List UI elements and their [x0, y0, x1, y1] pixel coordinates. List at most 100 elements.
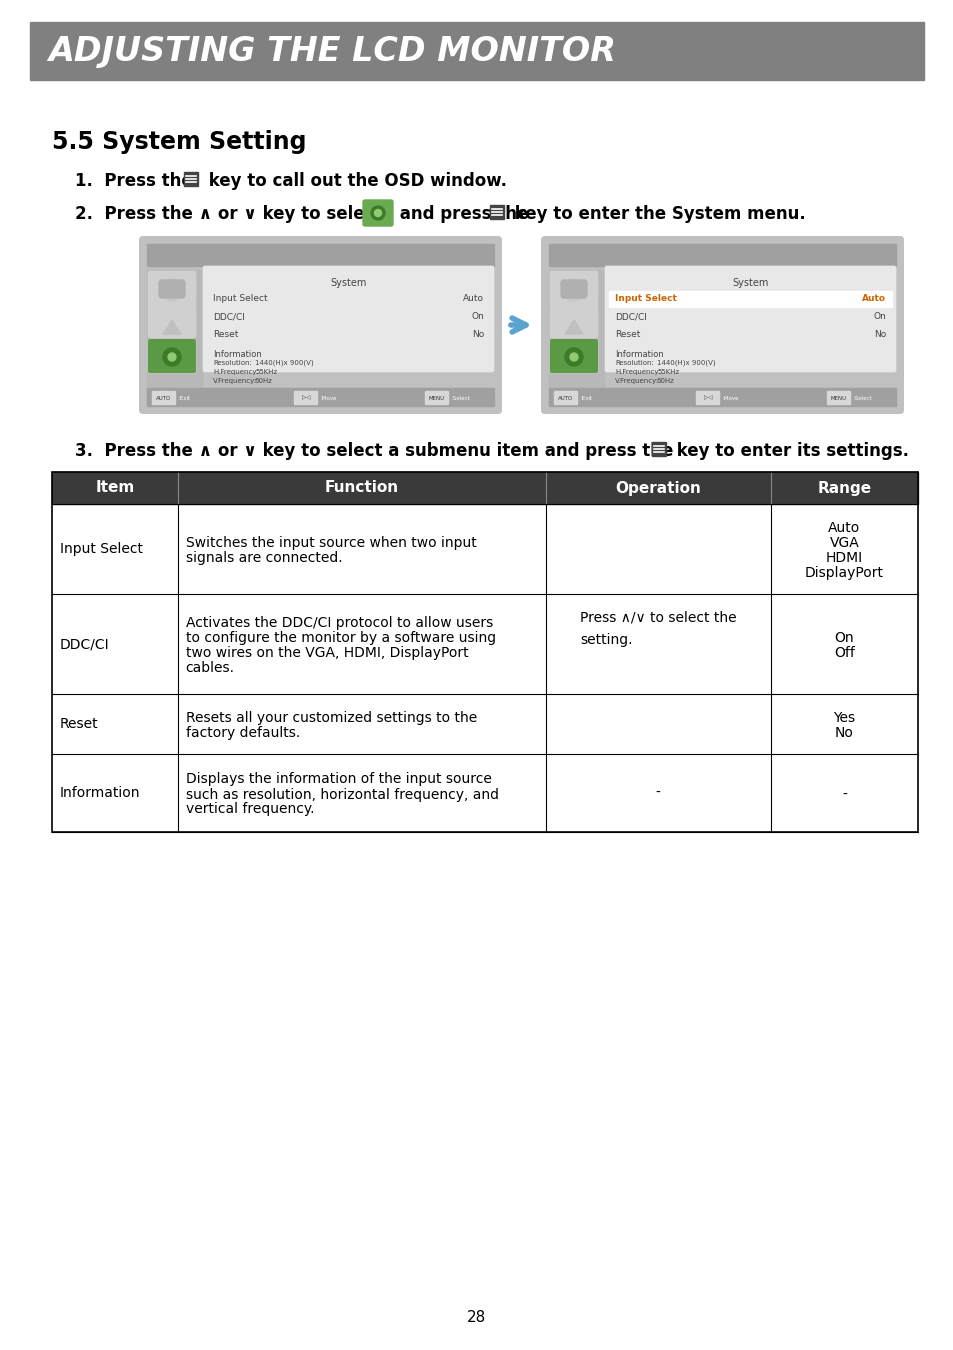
- Polygon shape: [163, 320, 181, 333]
- Text: Switches the input source when two input: Switches the input source when two input: [186, 536, 476, 549]
- Text: Function: Function: [324, 481, 398, 495]
- Text: Auto: Auto: [462, 294, 483, 302]
- Text: :Move: :Move: [319, 396, 336, 401]
- Text: Reset: Reset: [213, 329, 238, 339]
- FancyBboxPatch shape: [550, 339, 598, 373]
- Text: and press the: and press the: [394, 205, 534, 223]
- Text: H.Frequency:: H.Frequency:: [615, 369, 659, 375]
- Bar: [52, 694, 917, 755]
- Bar: [548, 244, 895, 266]
- Text: :Exit: :Exit: [579, 396, 592, 401]
- FancyBboxPatch shape: [152, 392, 175, 405]
- Text: Off: Off: [833, 647, 854, 660]
- Text: Item: Item: [95, 481, 134, 495]
- Text: key to enter the System menu.: key to enter the System menu.: [509, 205, 805, 223]
- FancyBboxPatch shape: [148, 304, 195, 338]
- FancyBboxPatch shape: [363, 200, 393, 225]
- Circle shape: [569, 352, 578, 360]
- FancyBboxPatch shape: [540, 236, 903, 414]
- Bar: [548, 387, 895, 406]
- Text: ▷◁: ▷◁: [301, 396, 310, 401]
- Text: VGA: VGA: [829, 536, 859, 549]
- FancyBboxPatch shape: [139, 236, 501, 414]
- Text: Information: Information: [213, 350, 261, 359]
- FancyBboxPatch shape: [826, 392, 850, 405]
- FancyBboxPatch shape: [550, 271, 598, 305]
- Text: Auto: Auto: [827, 521, 860, 535]
- Bar: [490, 205, 503, 219]
- Text: Resets all your customized settings to the: Resets all your customized settings to t…: [186, 711, 476, 725]
- FancyBboxPatch shape: [203, 266, 494, 373]
- Text: 1440(H)x 900(V): 1440(H)x 900(V): [254, 360, 314, 366]
- Text: :Exit: :Exit: [178, 396, 190, 401]
- Text: 60Hz: 60Hz: [254, 378, 273, 383]
- Bar: [52, 472, 917, 832]
- Text: Operation: Operation: [615, 481, 700, 495]
- Circle shape: [564, 348, 582, 366]
- Text: MENU: MENU: [429, 396, 445, 401]
- Text: Press ∧/∨ to select the
setting.: Press ∧/∨ to select the setting.: [579, 610, 736, 648]
- FancyBboxPatch shape: [550, 304, 598, 338]
- Bar: [608, 292, 891, 306]
- Text: to configure the monitor by a software using: to configure the monitor by a software u…: [186, 630, 496, 645]
- Bar: [52, 755, 917, 832]
- Text: System: System: [732, 278, 768, 288]
- Bar: [52, 472, 917, 504]
- Text: HDMI: HDMI: [825, 551, 862, 566]
- FancyBboxPatch shape: [294, 392, 317, 405]
- Text: Resolution:: Resolution:: [213, 360, 252, 366]
- Text: Yes: Yes: [833, 711, 855, 725]
- Text: 1440(H)x 900(V): 1440(H)x 900(V): [657, 360, 715, 366]
- Text: -: -: [841, 787, 846, 802]
- Text: DDC/CI: DDC/CI: [60, 637, 110, 651]
- Text: DDC/CI: DDC/CI: [213, 312, 245, 321]
- Text: cables.: cables.: [186, 662, 234, 675]
- FancyBboxPatch shape: [148, 339, 195, 373]
- Bar: [147, 244, 494, 266]
- Text: such as resolution, horizontal frequency, and: such as resolution, horizontal frequency…: [186, 787, 498, 802]
- Text: key to call out the OSD window.: key to call out the OSD window.: [203, 171, 506, 190]
- Text: Information: Information: [615, 350, 663, 359]
- Polygon shape: [564, 320, 582, 333]
- Text: 5.5 System Setting: 5.5 System Setting: [52, 130, 306, 154]
- Text: Auto: Auto: [862, 294, 885, 302]
- FancyBboxPatch shape: [696, 392, 720, 405]
- Text: 2.  Press the ∧ or ∨ key to select: 2. Press the ∧ or ∨ key to select: [75, 205, 388, 223]
- Text: ADJUSTING THE LCD MONITOR: ADJUSTING THE LCD MONITOR: [48, 35, 616, 68]
- FancyBboxPatch shape: [560, 279, 586, 298]
- Text: key to enter its settings.: key to enter its settings.: [670, 441, 908, 460]
- Text: -: -: [655, 786, 659, 801]
- Text: 55KHz: 55KHz: [254, 369, 276, 375]
- Bar: [52, 594, 917, 694]
- Circle shape: [375, 209, 381, 216]
- Bar: [30, 22, 923, 80]
- Text: No: No: [834, 726, 853, 740]
- Text: :Select: :Select: [852, 396, 871, 401]
- FancyBboxPatch shape: [554, 392, 578, 405]
- FancyBboxPatch shape: [604, 266, 895, 373]
- Text: AUTO: AUTO: [156, 396, 172, 401]
- Text: DDC/CI: DDC/CI: [615, 312, 646, 321]
- Text: No: No: [471, 329, 483, 339]
- Bar: [548, 270, 603, 390]
- Text: 1.  Press the: 1. Press the: [75, 171, 198, 190]
- Text: On: On: [872, 312, 885, 321]
- Text: 55KHz: 55KHz: [657, 369, 679, 375]
- Text: Input Select: Input Select: [615, 294, 677, 302]
- Circle shape: [562, 279, 584, 301]
- Text: MENU: MENU: [830, 396, 846, 401]
- Text: On: On: [471, 312, 483, 321]
- Text: Reset: Reset: [60, 717, 98, 730]
- Text: Information: Information: [60, 786, 140, 801]
- Text: 60Hz: 60Hz: [657, 378, 674, 383]
- Text: H.Frequency:: H.Frequency:: [213, 369, 258, 375]
- Text: V.Frequency:: V.Frequency:: [615, 378, 659, 383]
- Text: 28: 28: [467, 1311, 486, 1326]
- Text: two wires on the VGA, HDMI, DisplayPort: two wires on the VGA, HDMI, DisplayPort: [186, 647, 468, 660]
- FancyBboxPatch shape: [159, 279, 185, 298]
- FancyBboxPatch shape: [148, 339, 195, 373]
- Text: Input Select: Input Select: [213, 294, 268, 302]
- Circle shape: [371, 207, 385, 220]
- Text: 3.  Press the ∧ or ∨ key to select a submenu item and press the: 3. Press the ∧ or ∨ key to select a subm…: [75, 441, 679, 460]
- Circle shape: [168, 352, 175, 360]
